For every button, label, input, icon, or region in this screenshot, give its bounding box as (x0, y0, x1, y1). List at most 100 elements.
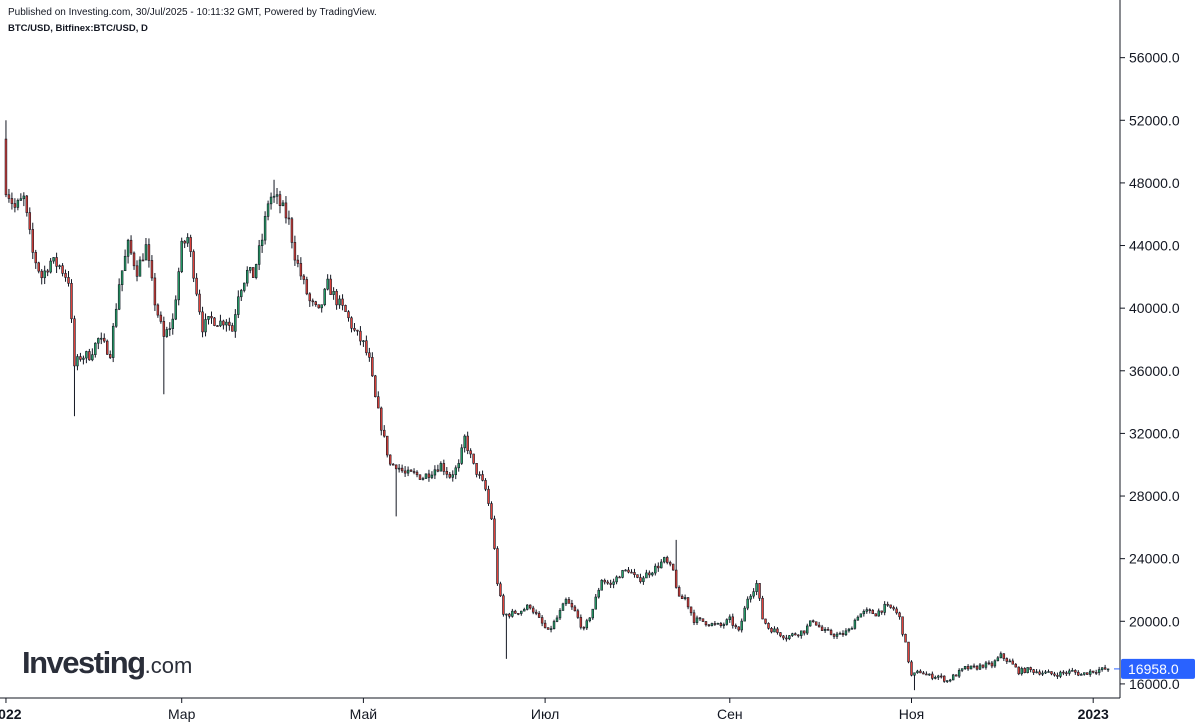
candle (246, 266, 249, 287)
candle (880, 610, 883, 615)
candle (171, 313, 174, 335)
price-tick-label: 28000.0 (1129, 488, 1180, 504)
candle (165, 326, 169, 338)
candle (502, 593, 505, 617)
candle-body-down (817, 624, 821, 628)
time-axis[interactable]: 2022 Мар Май Июл Сен Ноя 2023 (0, 697, 1120, 722)
candle-body-up (651, 572, 654, 576)
candle-body-down (1062, 671, 1065, 674)
candle (1071, 667, 1074, 672)
candle (564, 597, 568, 607)
candle (147, 238, 151, 268)
candle (43, 265, 46, 285)
candle (1002, 653, 1006, 662)
candle (719, 621, 723, 628)
candle-body-up (755, 583, 758, 592)
candle (907, 641, 910, 664)
candle-body-down (448, 473, 452, 478)
candle-body-down (639, 577, 642, 582)
price-tick-label: 16000.0 (1129, 676, 1180, 692)
candle (582, 626, 586, 631)
candle (677, 585, 681, 597)
candle (654, 563, 657, 576)
candle-body-down (737, 626, 740, 631)
candle-body-down (603, 579, 606, 583)
candle (648, 570, 651, 578)
candle (383, 425, 386, 438)
candle-body-down (31, 229, 34, 253)
candle-body-down (251, 267, 255, 278)
candle (540, 615, 544, 627)
candle-body-down (573, 606, 577, 612)
candle-body-down (64, 273, 67, 278)
candle-body-down (487, 488, 490, 504)
candle-body-up (984, 662, 988, 668)
candle-body-down (508, 613, 511, 617)
candle (549, 625, 553, 633)
time-tick-label: Май (350, 706, 377, 722)
candle-body-up (114, 308, 118, 327)
candle (213, 317, 216, 327)
candle (19, 193, 23, 201)
candle-body-down (776, 628, 779, 633)
candle-body-up (844, 630, 848, 636)
candle (1005, 657, 1009, 664)
candle-body-down (901, 616, 904, 635)
candle (231, 322, 234, 332)
candle-body-down (302, 275, 306, 280)
candle-body-down (7, 194, 11, 199)
candle-body-down (415, 471, 419, 476)
candle (108, 350, 112, 360)
candle (505, 613, 508, 659)
candle (1106, 668, 1110, 672)
candle-body-down (1050, 671, 1053, 675)
candle-body-down (150, 260, 154, 279)
candle (451, 470, 454, 482)
candle-body-down (472, 453, 475, 464)
candle-body-down (335, 290, 338, 306)
candle-body-down (222, 320, 225, 326)
candle-body-down (794, 633, 797, 636)
candle (698, 616, 702, 621)
price-axis[interactable]: 16000.0 20000.0 24000.0 28000.0 32000.0 36000… (1119, 0, 1180, 698)
candle-body-down (692, 612, 696, 623)
candle (40, 269, 43, 285)
candle-body-up (564, 599, 568, 605)
candle-body-up (523, 609, 526, 612)
candle-body-down (767, 623, 770, 629)
candle-body-down (466, 435, 469, 451)
price-tick-label: 44000.0 (1129, 238, 1180, 254)
candle-body-down (79, 356, 82, 360)
candle-body-up (865, 609, 869, 612)
candle-body-down (1065, 672, 1068, 675)
candle-body-down (871, 610, 874, 615)
candle-body-up (126, 239, 130, 257)
candle (1023, 667, 1026, 674)
candle-body-down (811, 620, 815, 623)
candle (657, 562, 660, 572)
candle (826, 627, 830, 631)
candle-body-up (520, 610, 523, 614)
candle-body-up (460, 447, 463, 464)
candle-body-up (835, 633, 839, 637)
candle (138, 256, 142, 277)
candle (716, 622, 720, 625)
candle (990, 661, 994, 669)
candle-body-down (922, 672, 925, 675)
candle-body-up (433, 469, 437, 476)
candle-body-down (666, 557, 669, 563)
candle-body-down (841, 633, 845, 636)
candle-body-down (1056, 674, 1059, 677)
candle-body-down (880, 610, 883, 613)
candle-body-down (895, 608, 898, 614)
candle (663, 556, 666, 564)
candle-body-up (597, 589, 600, 598)
candle (1074, 669, 1077, 675)
candle-body-down (832, 634, 836, 637)
candle (210, 311, 213, 324)
candle (156, 303, 160, 318)
candle (129, 235, 133, 255)
candle (567, 596, 571, 604)
candle-body-down (1094, 672, 1098, 674)
